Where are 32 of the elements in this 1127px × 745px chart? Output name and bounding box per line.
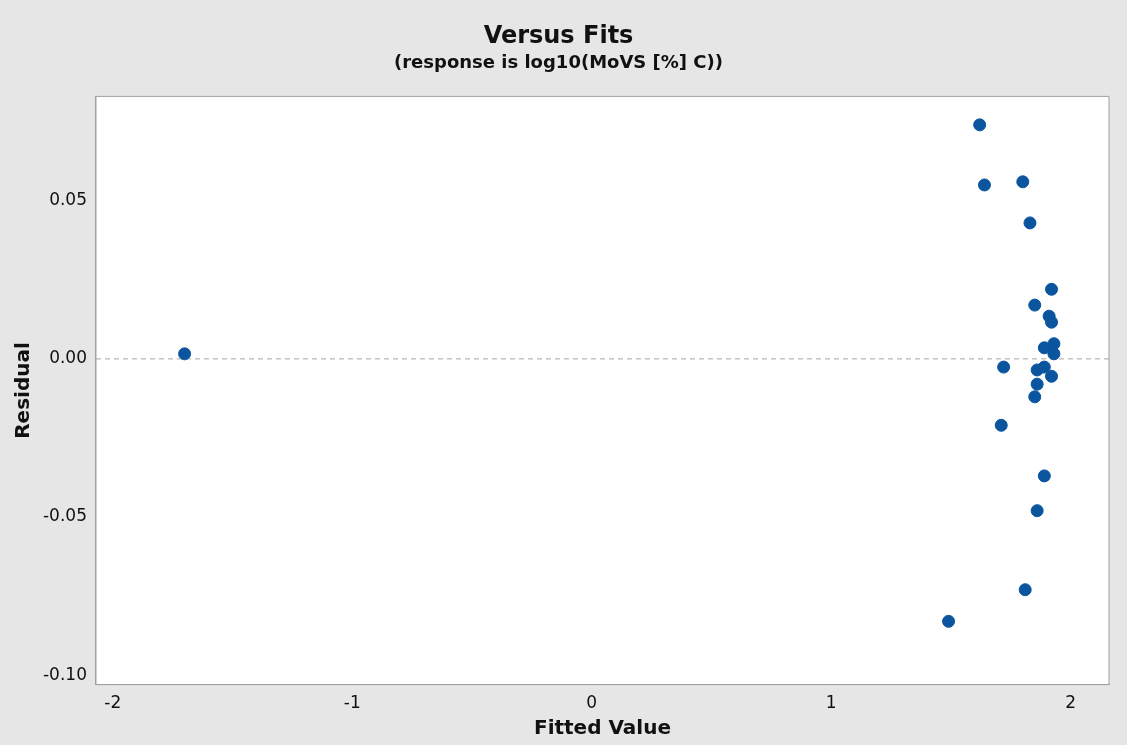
point xyxy=(1045,369,1059,383)
y-tick-label: -0.10 xyxy=(42,663,87,684)
point xyxy=(1047,347,1061,361)
point xyxy=(994,418,1008,432)
y-tick-label: 0.00 xyxy=(49,347,87,368)
y-tick-label: 0.05 xyxy=(49,189,87,210)
point xyxy=(997,360,1011,374)
point xyxy=(1030,504,1044,518)
x-tick-label: -2 xyxy=(104,692,122,713)
x-axis-title: Fitted Value xyxy=(533,715,672,740)
point xyxy=(1045,315,1059,329)
point xyxy=(1023,216,1037,230)
point xyxy=(1045,282,1059,296)
x-tick-label: -1 xyxy=(343,692,361,713)
y-tick-label: -0.05 xyxy=(42,505,87,526)
point xyxy=(1037,360,1051,374)
point xyxy=(942,614,956,628)
chart-title: Versus Fits xyxy=(483,20,634,49)
point xyxy=(1016,175,1030,189)
point xyxy=(1018,583,1032,597)
point xyxy=(1030,377,1044,391)
y-axis-title: Residual xyxy=(10,342,35,439)
point xyxy=(1028,390,1042,404)
x-tick-label: 0 xyxy=(586,692,598,713)
point xyxy=(973,118,987,132)
point xyxy=(1028,298,1042,312)
point xyxy=(1037,469,1051,483)
x-tick-label: 1 xyxy=(825,692,837,713)
chart-subtitle: (response is log10(MoVS [%] C)) xyxy=(394,51,723,73)
point xyxy=(977,178,991,192)
x-tick-label: 2 xyxy=(1065,692,1077,713)
point xyxy=(178,347,192,361)
